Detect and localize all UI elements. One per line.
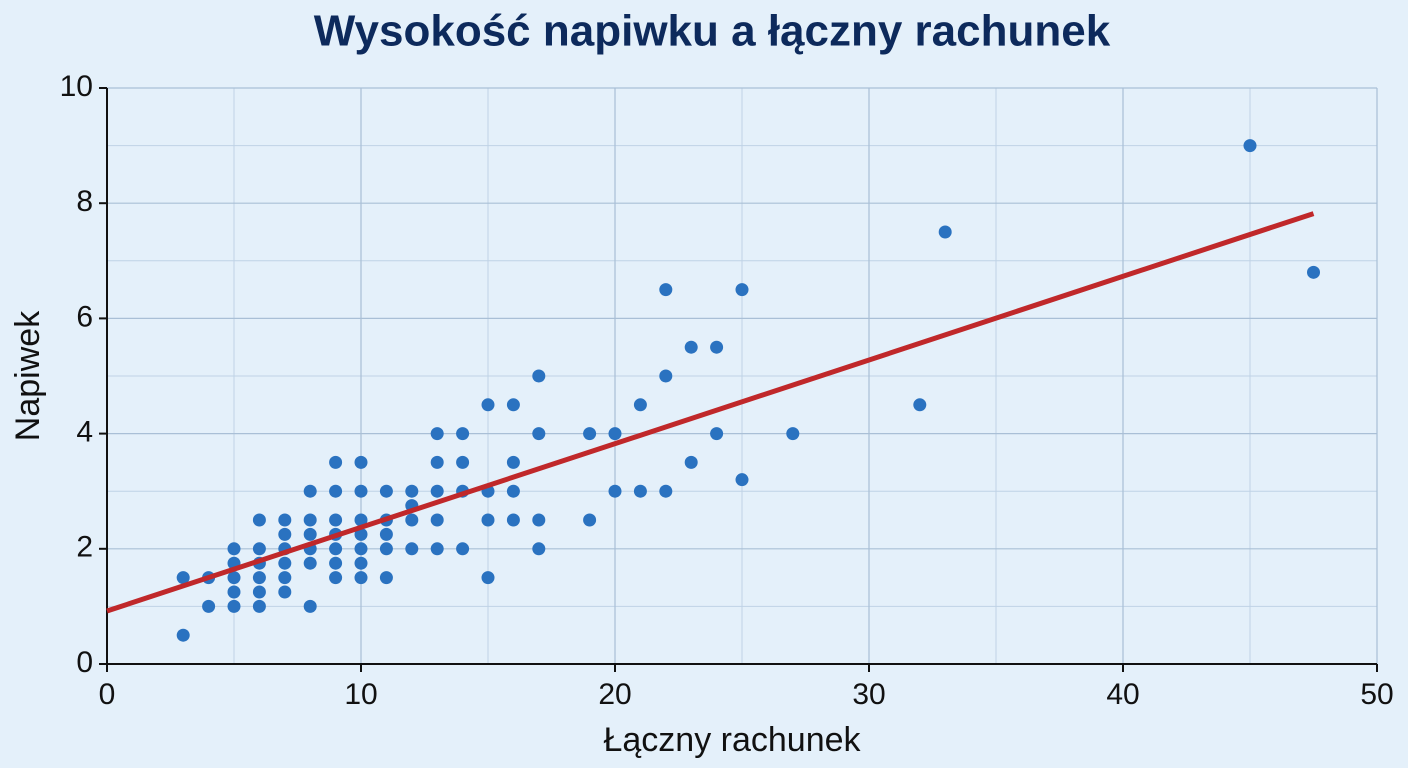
point — [608, 484, 622, 498]
point — [481, 398, 495, 412]
point — [532, 542, 546, 556]
y-tick-label: 6 — [76, 300, 93, 333]
point — [278, 527, 292, 541]
point — [659, 484, 673, 498]
point — [202, 599, 216, 613]
point — [506, 455, 520, 469]
point — [430, 513, 444, 527]
point — [354, 484, 368, 498]
point — [913, 398, 927, 412]
point — [1307, 265, 1320, 279]
point — [303, 527, 317, 541]
x-tick-label: 40 — [1106, 678, 1139, 711]
x-tick-label: 0 — [99, 678, 116, 711]
point — [583, 427, 597, 441]
point — [252, 585, 266, 599]
point — [608, 427, 622, 441]
point — [227, 599, 241, 613]
point — [329, 484, 343, 498]
point — [659, 283, 673, 297]
point — [227, 542, 241, 556]
point — [303, 556, 317, 570]
point — [506, 513, 520, 527]
point — [329, 571, 343, 585]
point — [456, 427, 470, 441]
point — [354, 513, 368, 527]
point — [506, 398, 520, 412]
point — [354, 556, 368, 570]
point — [354, 571, 368, 585]
point — [176, 571, 190, 585]
point — [481, 571, 495, 585]
point — [329, 455, 343, 469]
y-axis-label: Napiwek — [9, 310, 47, 441]
point — [252, 542, 266, 556]
point — [252, 513, 266, 527]
point — [379, 484, 393, 498]
point — [481, 513, 495, 527]
x-tick-label: 10 — [344, 678, 377, 711]
point — [430, 455, 444, 469]
point — [633, 484, 647, 498]
y-tick-label: 10 — [60, 70, 93, 103]
point — [303, 484, 317, 498]
point — [405, 513, 419, 527]
point — [735, 283, 749, 297]
x-tick-label: 20 — [598, 678, 631, 711]
point — [633, 398, 647, 412]
point — [532, 369, 546, 383]
point — [735, 473, 749, 487]
point — [938, 225, 952, 239]
point — [329, 513, 343, 527]
point — [252, 599, 266, 613]
point — [303, 513, 317, 527]
point — [532, 513, 546, 527]
point — [379, 571, 393, 585]
point — [659, 369, 673, 383]
point — [583, 513, 597, 527]
point — [405, 542, 419, 556]
point — [176, 628, 190, 642]
point — [532, 427, 546, 441]
point — [278, 585, 292, 599]
point — [430, 542, 444, 556]
point — [329, 542, 343, 556]
y-tick-label: 2 — [76, 531, 93, 564]
chart-title: Wysokość napiwku a łączny rachunek — [314, 7, 1111, 56]
point — [786, 427, 800, 441]
point — [684, 340, 698, 354]
point — [710, 340, 724, 354]
point — [379, 542, 393, 556]
point — [506, 484, 520, 498]
point — [227, 571, 241, 585]
point — [430, 484, 444, 498]
point — [1243, 139, 1257, 153]
point — [684, 455, 698, 469]
y-tick-label: 0 — [76, 646, 93, 679]
point — [252, 571, 266, 585]
point — [227, 585, 241, 599]
x-tick-label: 30 — [852, 678, 885, 711]
point — [278, 556, 292, 570]
y-tick-label: 4 — [76, 416, 93, 449]
x-axis-label: Łączny rachunek — [603, 721, 861, 759]
point — [354, 527, 368, 541]
point — [278, 513, 292, 527]
point — [329, 556, 343, 570]
point — [456, 455, 470, 469]
y-tick-label: 8 — [76, 185, 93, 218]
point — [405, 484, 419, 498]
point — [278, 571, 292, 585]
point — [303, 599, 317, 613]
point — [710, 427, 724, 441]
point — [354, 542, 368, 556]
point — [379, 527, 393, 541]
trend-line — [106, 211, 1315, 614]
point — [430, 427, 444, 441]
point — [456, 542, 470, 556]
point — [354, 455, 368, 469]
x-tick-label: 50 — [1360, 678, 1393, 711]
